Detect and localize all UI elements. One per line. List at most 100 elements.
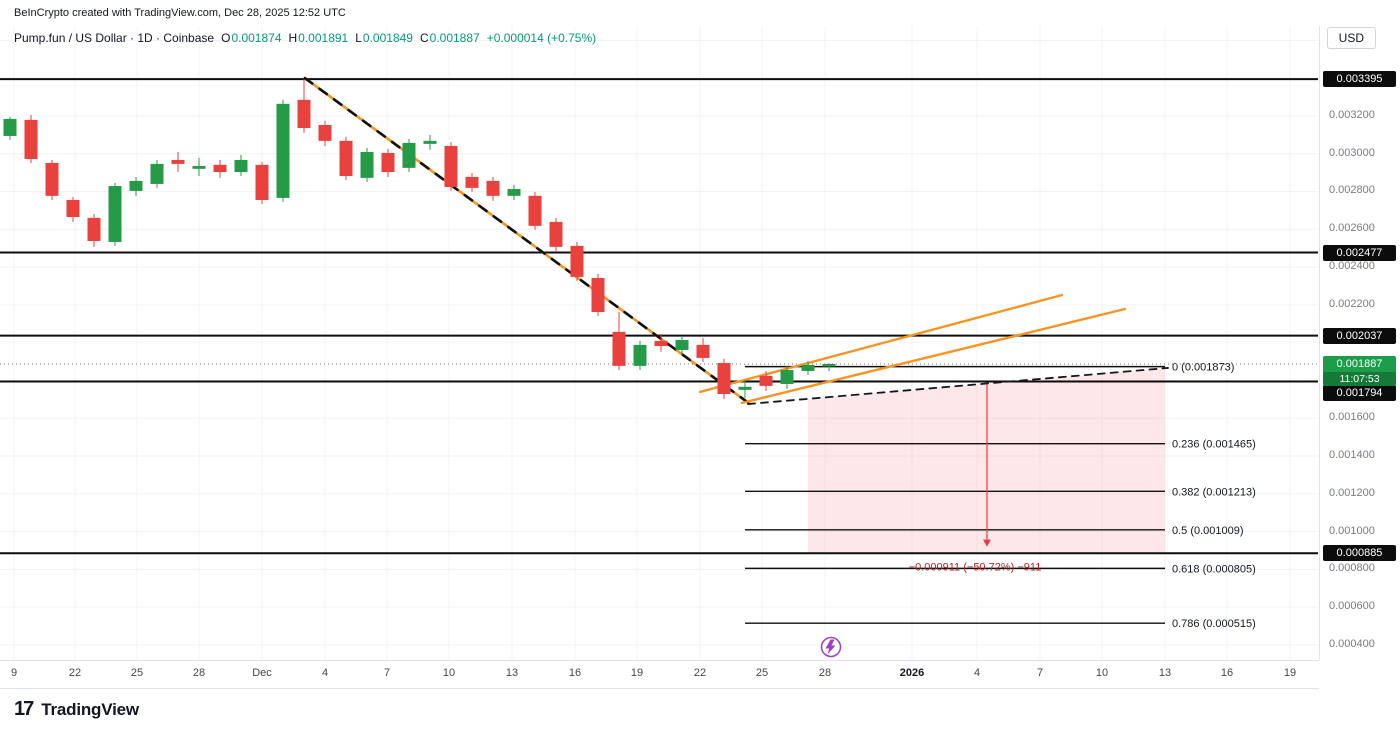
candle — [318, 124, 332, 141]
ohlc-h: H0.001891 — [288, 31, 349, 45]
candle — [3, 118, 17, 136]
candle — [108, 186, 122, 242]
chart-legend: Pump.fun / US Dollar · 1D · Coinbase O0.0… — [14, 31, 596, 45]
ohlc-values: O0.001874 H0.001891 L0.001849 C0.001887 — [214, 31, 480, 45]
candle — [45, 162, 59, 196]
price-axis-label: 0.000800 — [1329, 562, 1375, 575]
time-axis-label: 10 — [1095, 667, 1109, 679]
candle — [129, 180, 143, 191]
price-axis-label: 0.003000 — [1329, 146, 1375, 159]
candle — [192, 165, 206, 169]
price-axis-label: 0.002200 — [1329, 297, 1375, 310]
time-axis-label: 4 — [973, 667, 981, 679]
price-axis-label: 0.001000 — [1329, 524, 1375, 537]
candle — [528, 195, 542, 226]
candle — [402, 142, 416, 168]
price-axis-label: 0.000600 — [1329, 600, 1375, 613]
candle — [654, 340, 668, 347]
attribution-text: BeInCrypto created with TradingView.com,… — [14, 7, 346, 19]
time-axis-label: 28 — [192, 667, 206, 679]
trendline-orange-channel-lower[interactable] — [740, 307, 1127, 405]
candle — [717, 363, 731, 395]
time-axis-label: 16 — [1220, 667, 1234, 679]
time-axis-label: 2026 — [899, 667, 925, 679]
price-axis[interactable]: 0.003200 0.003000 0.002800 0.002600 0.002400… — [1319, 26, 1400, 660]
candle — [633, 344, 647, 366]
range-measurement-label: −0.000911 (−50.72%) −911 — [909, 561, 1042, 573]
price-level-badge: 0.002037 — [1323, 327, 1396, 344]
candle — [360, 152, 374, 178]
candle — [465, 176, 479, 188]
candle — [297, 99, 311, 129]
price-axis-label: 0.001400 — [1329, 448, 1375, 461]
ohlc-l: L0.001849 — [355, 31, 413, 45]
ohlc-o: O0.001874 — [221, 31, 282, 45]
candle — [696, 344, 710, 358]
current-price-value: 0.001887 — [1323, 355, 1396, 372]
price-level-badge: 0.002477 — [1323, 244, 1396, 261]
candle — [24, 119, 38, 159]
candle — [612, 331, 626, 366]
time-axis-label: 10 — [442, 667, 456, 679]
trendline-rising-support-dashed[interactable] — [747, 367, 1169, 405]
time-axis-label: 9 — [10, 667, 18, 679]
candle — [738, 386, 752, 390]
time-axis-label: 19 — [1283, 667, 1297, 679]
candle — [381, 152, 395, 173]
trendline-descending-resistance[interactable] — [303, 76, 752, 406]
fib-label: 0.786 (0.000515) — [1172, 618, 1256, 630]
candle — [444, 145, 458, 187]
candle — [675, 339, 689, 350]
symbol-title[interactable]: Pump.fun / US Dollar · 1D · Coinbase — [14, 31, 215, 45]
time-axis-label: 7 — [383, 667, 391, 679]
time-axis-label: 28 — [818, 667, 832, 679]
candle — [507, 189, 521, 196]
candle — [591, 278, 605, 313]
candle — [339, 140, 353, 176]
candle — [570, 245, 584, 277]
projection-arrowhead — [983, 539, 991, 547]
time-axis[interactable]: 9 22 25 28 Dec 4 7 10 13 16 19 22 25 28 2026 4 7 10 13 16 19 — [0, 660, 1319, 689]
price-change: +0.000014 (+0.75%) — [486, 31, 597, 45]
candle — [213, 164, 227, 173]
time-axis-label: 13 — [505, 667, 519, 679]
fib-label: 0.5 (0.001009) — [1172, 525, 1244, 537]
tradingview-logo-text: TradingView — [41, 699, 139, 719]
time-axis-label: 25 — [755, 667, 769, 679]
time-axis-label: 19 — [630, 667, 644, 679]
candle — [171, 159, 185, 164]
candle — [66, 199, 80, 217]
price-axis-label: 0.000400 — [1329, 637, 1375, 650]
tradingview-logo[interactable]: 17 TradingView — [14, 698, 139, 721]
time-axis-label: Dec — [252, 667, 272, 679]
candle — [150, 163, 164, 184]
price-level-badge: 0.001794 — [1323, 384, 1396, 401]
candle — [549, 221, 563, 247]
candle — [423, 140, 437, 144]
candle — [486, 180, 500, 196]
fib-label: 0.382 (0.001213) — [1172, 486, 1256, 498]
fib-label: 0.618 (0.000805) — [1172, 563, 1256, 575]
price-axis-label: 0.001600 — [1329, 411, 1375, 424]
candle — [234, 159, 248, 173]
lightning-bolt — [825, 639, 836, 655]
candle — [780, 370, 794, 384]
ohlc-c: C0.001887 — [419, 31, 480, 45]
fib-label: 0.236 (0.001465) — [1172, 439, 1256, 451]
candle — [801, 364, 815, 371]
time-axis-label: 25 — [130, 667, 144, 679]
candle — [276, 103, 290, 198]
chart-canvas[interactable]: 0 (0.001873) 0.236 (0.001465) 0.382 (0.001… — [0, 26, 1318, 660]
candle — [759, 375, 773, 386]
time-axis-label: 16 — [568, 667, 582, 679]
trendline-orange-channel-upper[interactable] — [698, 293, 1064, 394]
time-axis-label: 4 — [321, 667, 329, 679]
time-axis-label: 7 — [1036, 667, 1044, 679]
fib-label: 0 (0.001873) — [1172, 362, 1234, 374]
currency-label[interactable]: USD — [1326, 27, 1376, 49]
price-axis-label: 0.002400 — [1329, 260, 1375, 273]
time-axis-label: 13 — [1158, 667, 1172, 679]
time-axis-label: 22 — [68, 667, 82, 679]
candle — [255, 164, 269, 200]
